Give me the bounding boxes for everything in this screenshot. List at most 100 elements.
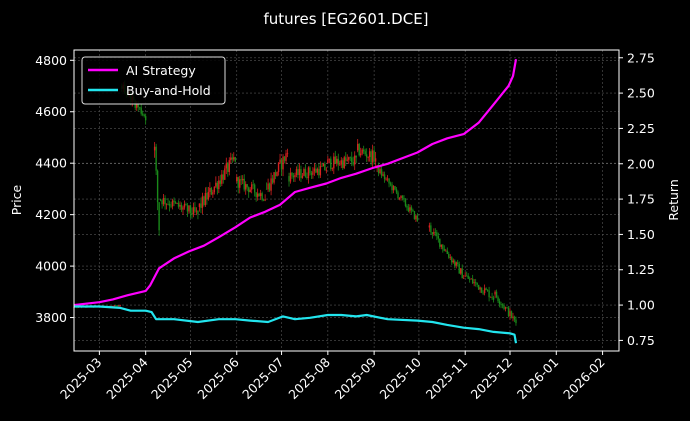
y2-tick-label: 1.00 <box>627 298 655 313</box>
candle-body <box>247 187 250 193</box>
candle-body <box>446 250 448 254</box>
candle-body <box>310 173 313 175</box>
candle-body <box>197 210 199 214</box>
candle-body <box>461 268 463 279</box>
candle-body <box>137 103 139 108</box>
candle-body <box>394 186 396 190</box>
candle-body <box>409 207 411 212</box>
candle-body <box>468 278 471 280</box>
candle-body <box>351 157 353 163</box>
candle-body <box>189 205 192 213</box>
candle-body <box>165 203 168 205</box>
candle-body <box>455 262 457 266</box>
candle-body <box>433 231 435 235</box>
candle-body <box>440 244 443 247</box>
candle-body <box>442 244 444 250</box>
candle-body <box>191 212 193 215</box>
candle-body <box>233 157 235 160</box>
candle-body <box>365 154 368 158</box>
candle-body <box>485 288 487 290</box>
candle-body <box>448 253 450 258</box>
candle-body <box>349 157 351 159</box>
candle-body <box>304 169 307 177</box>
y2-tick-label: 2.50 <box>627 86 655 101</box>
candle-body <box>200 203 202 208</box>
y2-tick-label: 0.75 <box>627 333 655 348</box>
candle-body <box>118 305 120 307</box>
candle-body <box>256 193 259 197</box>
candle-body <box>194 207 196 212</box>
candle-body <box>377 165 380 174</box>
candle-body <box>245 184 247 190</box>
y-tick-label: 4200 <box>35 207 67 222</box>
candle-body <box>219 180 222 184</box>
candle-body <box>412 210 414 212</box>
candle-body <box>388 178 390 184</box>
y2-axis-label: Return <box>666 179 681 220</box>
candle-body <box>113 305 116 307</box>
candle-body <box>512 316 514 318</box>
y2-tick-label: 1.50 <box>627 227 655 242</box>
candle-body <box>159 199 162 201</box>
y-axis-left: 3800 4000 4200 4400 4600 4800 <box>35 53 74 325</box>
candle-body <box>513 316 516 320</box>
candle-body <box>143 114 145 117</box>
candle-body <box>300 169 302 178</box>
candle-body <box>327 159 329 164</box>
candle-body <box>345 157 347 161</box>
candle-body <box>354 155 356 165</box>
y-axis-right: 0.75 1.00 1.25 1.50 1.75 2.00 2.25 2.50 2.75 <box>619 50 655 348</box>
candle-body <box>471 278 474 284</box>
legend: AI Strategy Buy-and-Hold <box>81 56 226 105</box>
candle-body <box>367 157 369 158</box>
candle-body <box>180 204 183 210</box>
candle-body <box>282 156 284 170</box>
candle-body <box>258 193 260 197</box>
candle-body <box>141 113 144 115</box>
candle-body <box>509 311 511 317</box>
candle-body <box>301 175 304 178</box>
candle-body <box>224 168 226 180</box>
candle-body <box>289 172 292 182</box>
candle-body <box>283 156 286 161</box>
candle-body <box>483 288 486 294</box>
candle-body <box>156 170 159 203</box>
candle-body <box>307 167 310 179</box>
candle-body <box>445 250 447 252</box>
candle-body <box>364 151 366 155</box>
candle-body <box>415 215 417 220</box>
candle-body <box>416 215 419 221</box>
candle-body <box>171 200 174 207</box>
candle-body <box>162 198 165 205</box>
candle-body <box>240 179 242 181</box>
candle-body <box>239 179 241 188</box>
candle-body <box>406 205 408 208</box>
candle-body <box>153 146 156 151</box>
candle-body <box>210 188 213 195</box>
candle-body <box>277 162 280 172</box>
candle-body <box>495 291 498 298</box>
candle-body <box>298 169 301 176</box>
candle-body <box>164 198 166 205</box>
candle-body <box>439 238 441 247</box>
candle-body <box>503 305 505 309</box>
y-tick-label: 4800 <box>35 53 67 68</box>
candle-body <box>358 143 360 156</box>
candle-body <box>116 305 119 307</box>
candle-body <box>182 207 184 210</box>
candle-body <box>246 184 248 188</box>
candle-body <box>515 319 517 324</box>
candle-body <box>479 287 481 290</box>
candle-body <box>221 174 223 184</box>
candle-body <box>430 225 432 233</box>
candle-body <box>138 107 141 109</box>
candle-body <box>359 153 362 156</box>
candle-body <box>436 232 438 237</box>
candle-body <box>203 196 205 206</box>
candle-body <box>346 159 348 161</box>
candle-body <box>331 168 334 170</box>
candle-body <box>413 211 416 220</box>
candle-body <box>398 197 401 199</box>
candle-body <box>213 186 216 193</box>
candle-body <box>463 278 465 279</box>
